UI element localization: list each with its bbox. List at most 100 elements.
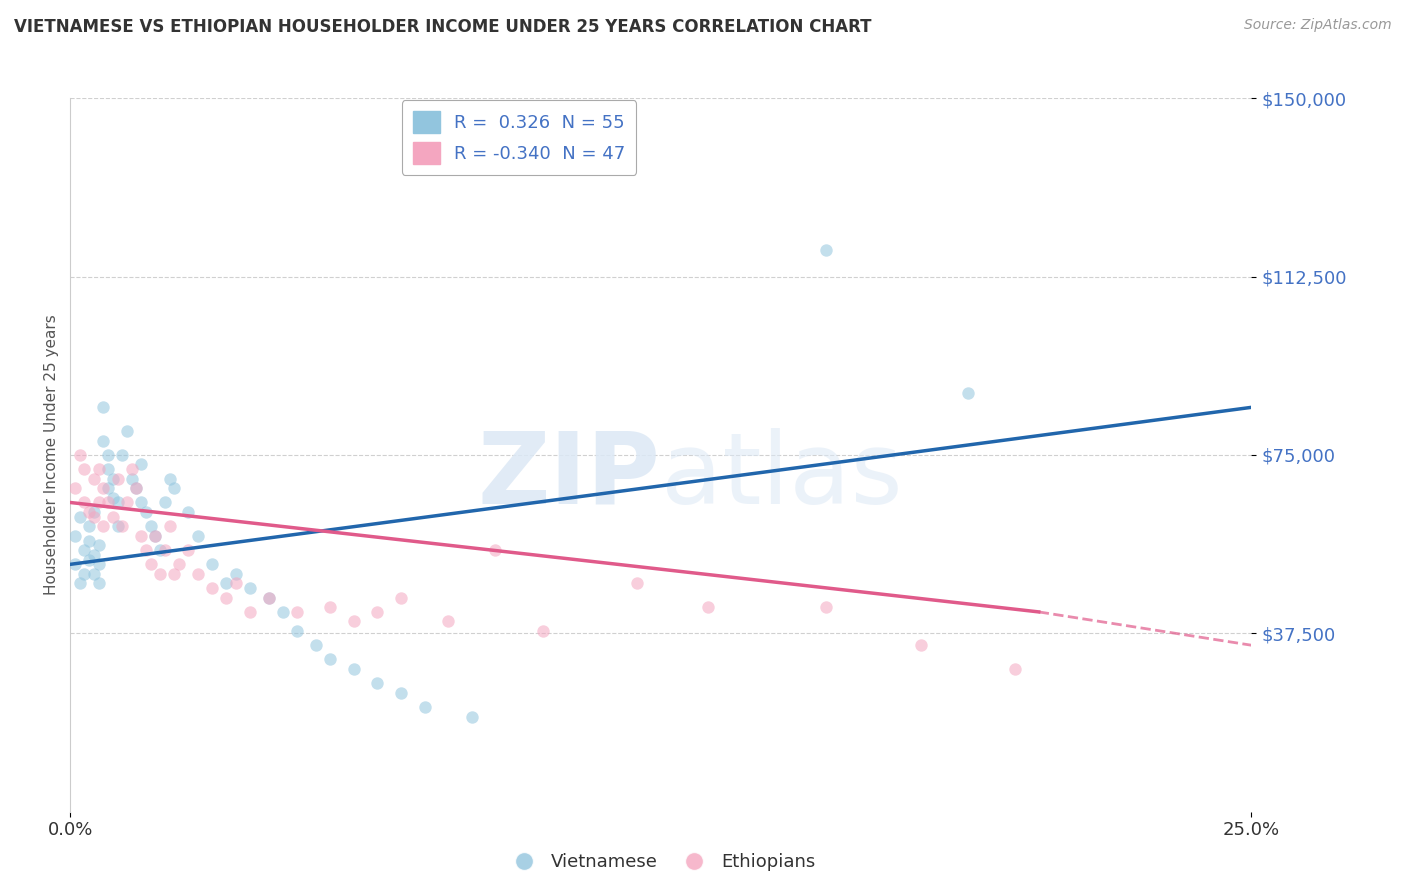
Point: [815, 600, 838, 615]
Text: VIETNAMESE VS ETHIOPIAN HOUSEHOLDER INCOME UNDER 25 YEARS CORRELATION CHART: VIETNAMESE VS ETHIOPIAN HOUSEHOLDER INCO…: [14, 18, 872, 36]
Point: [77, 505, 100, 519]
Point: [366, 676, 388, 690]
Point: [93, 401, 115, 415]
Point: [153, 495, 176, 509]
Point: [366, 605, 388, 619]
Point: [135, 543, 157, 558]
Point: [159, 472, 181, 486]
Point: [115, 495, 138, 509]
Point: [271, 605, 294, 619]
Point: [97, 462, 120, 476]
Point: [87, 462, 110, 476]
Point: [63, 529, 86, 543]
Point: [77, 552, 100, 566]
Y-axis label: Householder Income Under 25 years: Householder Income Under 25 years: [44, 315, 59, 595]
Point: [149, 566, 172, 581]
Point: [125, 481, 148, 495]
Point: [305, 638, 328, 652]
Point: [73, 566, 96, 581]
Point: [77, 533, 100, 548]
Point: [135, 505, 157, 519]
Point: [93, 434, 115, 448]
Point: [461, 709, 484, 723]
Point: [285, 624, 308, 638]
Point: [73, 543, 96, 558]
Point: [97, 481, 120, 495]
Point: [159, 519, 181, 533]
Point: [63, 481, 86, 495]
Point: [143, 529, 166, 543]
Point: [815, 244, 838, 258]
Point: [69, 509, 91, 524]
Point: [343, 662, 366, 676]
Text: ZIP: ZIP: [478, 428, 661, 524]
Point: [129, 495, 152, 509]
Point: [111, 519, 134, 533]
Point: [87, 495, 110, 509]
Point: [697, 600, 720, 615]
Point: [239, 605, 262, 619]
Point: [163, 566, 186, 581]
Point: [97, 495, 120, 509]
Point: [93, 519, 115, 533]
Point: [139, 558, 162, 572]
Legend: Vietnamese, Ethiopians: Vietnamese, Ethiopians: [499, 847, 823, 879]
Text: Source: ZipAtlas.com: Source: ZipAtlas.com: [1244, 18, 1392, 32]
Point: [101, 509, 124, 524]
Point: [389, 591, 412, 605]
Point: [910, 638, 932, 652]
Point: [125, 481, 148, 495]
Point: [69, 448, 91, 462]
Point: [389, 686, 412, 700]
Point: [257, 591, 280, 605]
Point: [285, 605, 308, 619]
Point: [239, 581, 262, 595]
Point: [121, 472, 143, 486]
Point: [343, 615, 366, 629]
Point: [83, 548, 105, 562]
Point: [163, 481, 186, 495]
Text: atlas: atlas: [661, 428, 903, 524]
Point: [115, 424, 138, 438]
Point: [101, 472, 124, 486]
Point: [63, 558, 86, 572]
Point: [484, 543, 506, 558]
Point: [225, 566, 247, 581]
Point: [956, 386, 979, 401]
Point: [187, 566, 209, 581]
Point: [153, 543, 176, 558]
Point: [257, 591, 280, 605]
Point: [177, 505, 200, 519]
Point: [531, 624, 554, 638]
Point: [73, 495, 96, 509]
Point: [177, 543, 200, 558]
Point: [101, 491, 124, 505]
Point: [437, 615, 460, 629]
Point: [107, 495, 129, 509]
Point: [626, 576, 648, 591]
Point: [319, 652, 342, 666]
Point: [87, 576, 110, 591]
Point: [201, 581, 224, 595]
Point: [129, 458, 152, 472]
Point: [413, 700, 436, 714]
Point: [73, 462, 96, 476]
Point: [215, 591, 238, 605]
Point: [1004, 662, 1026, 676]
Point: [225, 576, 247, 591]
Point: [93, 481, 115, 495]
Point: [83, 472, 105, 486]
Point: [139, 519, 162, 533]
Point: [149, 543, 172, 558]
Point: [129, 529, 152, 543]
Point: [83, 505, 105, 519]
Point: [83, 566, 105, 581]
Point: [143, 529, 166, 543]
Point: [121, 462, 143, 476]
Point: [167, 558, 190, 572]
Point: [215, 576, 238, 591]
Point: [111, 448, 134, 462]
Point: [319, 600, 342, 615]
Point: [97, 448, 120, 462]
Point: [83, 509, 105, 524]
